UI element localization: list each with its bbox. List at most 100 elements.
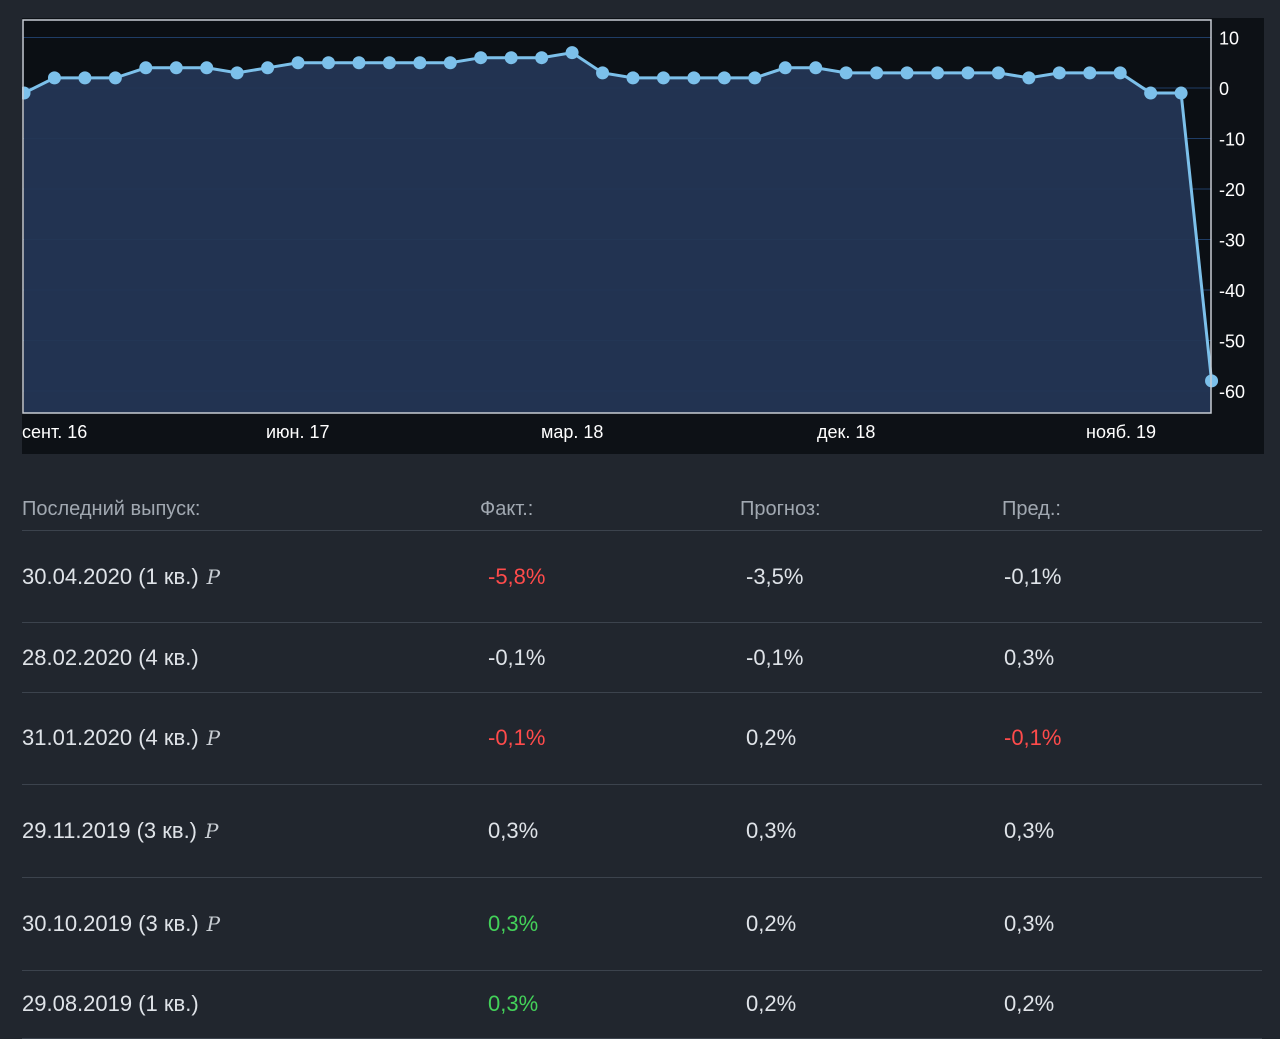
data-point (991, 66, 1005, 80)
data-point (47, 71, 61, 85)
preliminary-badge: P (206, 726, 221, 750)
data-point (1052, 66, 1066, 80)
y-tick-label: -40 (1219, 281, 1245, 301)
release-date: 31.01.2020 (4 кв.) (22, 725, 199, 750)
data-point (352, 56, 366, 70)
actual-value: -0,1% (488, 645, 546, 670)
data-point (1174, 86, 1188, 100)
forecast-value: 0,2% (746, 725, 797, 750)
previous-value: 0,2% (1004, 991, 1055, 1016)
data-point (1144, 86, 1158, 100)
preliminary-badge: P (206, 565, 221, 589)
data-point (474, 51, 488, 65)
data-point (656, 71, 670, 85)
forecast-value: -0,1% (746, 645, 804, 670)
data-point (687, 71, 701, 85)
release-date-cell: 30.10.2019 (3 кв.) P (22, 911, 220, 937)
data-point (200, 61, 214, 75)
table-row: 28.02.2020 (4 кв.) -0,1% -0,1% 0,3% (22, 623, 1262, 693)
data-point (1022, 71, 1036, 85)
data-point (443, 56, 457, 70)
release-date: 30.04.2020 (1 кв.) (22, 564, 199, 589)
table-header: Последний выпуск: Факт.: Прогноз: Пред.: (22, 478, 1262, 531)
preliminary-badge: P (206, 912, 221, 936)
header-forecast: Прогноз: (740, 498, 821, 520)
data-point (748, 71, 762, 85)
data-point (382, 56, 396, 70)
previous-value: 0,3% (1004, 645, 1055, 670)
data-point (261, 61, 275, 75)
table-row: 30.10.2019 (3 кв.) P 0,3% 0,2% 0,3% (22, 878, 1262, 971)
release-date: 29.08.2019 (1 кв.) (22, 991, 199, 1016)
data-point (22, 86, 31, 100)
previous-value: 0,3% (1004, 911, 1055, 936)
data-point (870, 66, 884, 80)
data-point (322, 56, 335, 70)
actual-value: -0,1% (488, 725, 546, 750)
data-point (778, 61, 792, 75)
data-point (230, 66, 244, 80)
x-tick-label: нояб. 19 (1086, 422, 1156, 442)
data-point (931, 66, 944, 80)
release-date: 28.02.2020 (4 кв.) (22, 645, 199, 670)
x-tick-label: сент. 16 (22, 422, 87, 442)
previous-value: 0,3% (1004, 818, 1055, 843)
release-date-cell: 30.04.2020 (1 кв.) P (22, 564, 220, 590)
data-point (809, 61, 823, 75)
header-actual: Факт.: (480, 498, 534, 520)
data-point (78, 71, 92, 85)
data-point (839, 66, 853, 80)
previous-value: -0,1% (1004, 725, 1062, 750)
release-date-cell: 28.02.2020 (4 кв.) (22, 645, 207, 671)
release-date-cell: 31.01.2020 (4 кв.) P (22, 725, 220, 751)
release-date-cell: 29.08.2019 (1 кв.) (22, 991, 207, 1017)
data-point (169, 61, 183, 75)
data-point (565, 46, 579, 60)
actual-value: 0,3% (488, 991, 539, 1016)
release-date: 30.10.2019 (3 кв.) (22, 911, 199, 936)
release-date-cell: 29.11.2019 (3 кв.) P (22, 818, 218, 844)
gdp-chart-panel: 10 0 -10 -20 -30 -40 -50 -60 сент. 16 июн. 17 мар.… (22, 18, 1264, 454)
data-point (1113, 66, 1127, 80)
x-tick-label: дек. 18 (817, 422, 875, 442)
data-point (626, 71, 640, 85)
table-row: 29.11.2019 (3 кв.) P 0,3% 0,3% 0,3% (22, 785, 1262, 878)
series-line (23, 51, 1214, 382)
x-tick-label: мар. 18 (541, 422, 603, 442)
previous-value: -0,1% (1004, 564, 1062, 589)
actual-value: 0,3% (488, 818, 539, 843)
forecast-value: 0,2% (746, 991, 797, 1016)
forecast-value: -3,5% (746, 564, 804, 589)
data-point (413, 56, 427, 70)
forecast-value: 0,2% (746, 911, 797, 936)
data-point (900, 66, 914, 80)
y-tick-label: -60 (1219, 382, 1245, 402)
release-date: 29.11.2019 (3 кв.) (22, 818, 198, 843)
data-point (504, 51, 518, 65)
x-tick-label: июн. 17 (266, 422, 330, 442)
data-point (139, 61, 153, 75)
y-tick-label: 0 (1219, 79, 1229, 99)
header-release: Последний выпуск: (22, 498, 201, 520)
y-tick-label: -50 (1219, 332, 1245, 352)
table-row: 29.08.2019 (1 кв.) 0,3% 0,2% 0,2% (22, 971, 1262, 1039)
header-previous: Пред.: (1002, 498, 1061, 520)
actual-value: 0,3% (488, 911, 539, 936)
data-point (961, 66, 975, 80)
plot-border (22, 19, 1212, 414)
actual-value: -5,8% (488, 564, 546, 589)
data-point (717, 71, 731, 85)
preliminary-badge: P (205, 819, 219, 843)
gdp-area-chart[interactable]: 10 0 -10 -20 -30 -40 -50 -60 сент. 16 июн. 17 мар.… (22, 18, 1264, 454)
y-tick-label: -20 (1219, 180, 1245, 200)
data-point (535, 51, 549, 65)
y-tick-label: 10 (1219, 29, 1239, 49)
y-tick-label: -30 (1219, 231, 1245, 251)
series-area (24, 52, 1212, 414)
y-tick-label: -10 (1219, 130, 1245, 150)
data-point (108, 71, 122, 85)
forecast-value: 0,3% (746, 818, 797, 843)
data-point (291, 56, 305, 70)
table-row: 31.01.2020 (4 кв.) P -0,1% 0,2% -0,1% (22, 693, 1262, 785)
table-row: 30.04.2020 (1 кв.) P -5,8% -3,5% -0,1% (22, 531, 1262, 623)
